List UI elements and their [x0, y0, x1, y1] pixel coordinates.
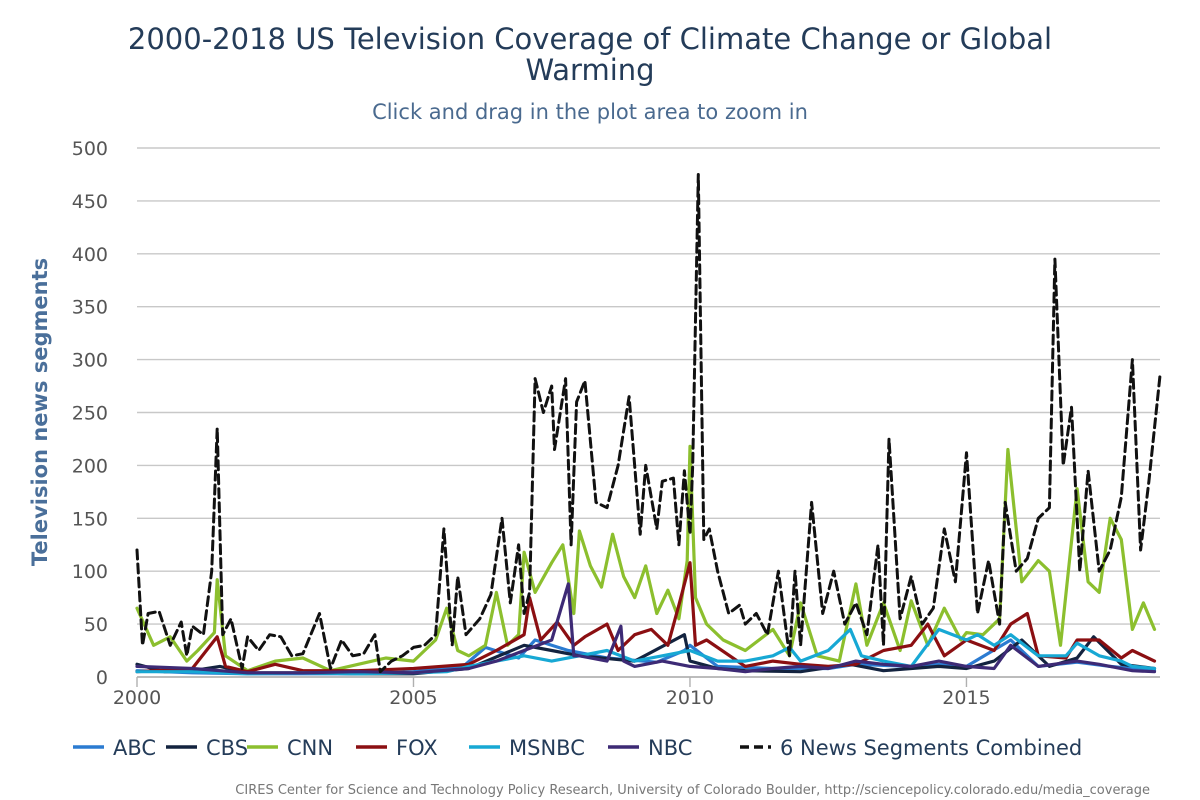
- x-tick-label: 2015: [942, 687, 990, 709]
- y-axis-ticks: 0 50 100 150 200 250 300 350 400 450 500: [72, 138, 108, 689]
- series-line-nbc[interactable]: [135, 582, 1157, 675]
- legend-label: ABC: [113, 736, 156, 760]
- credits-text[interactable]: CIRES Center for Science and Technology …: [235, 783, 1150, 798]
- legend-label: MSNBC: [509, 736, 585, 760]
- y-tick-label: 400: [72, 244, 108, 266]
- y-axis-label: Television news segments: [28, 258, 52, 566]
- chart-title-line-2: Warming: [525, 53, 654, 87]
- y-tick-label: 300: [72, 350, 108, 372]
- series-line-fox[interactable]: [135, 561, 1157, 674]
- legend: ABC CBS CNN FOX MSNBC NBC 6 News Segments Comb…: [73, 736, 1082, 760]
- y-tick-label: 450: [72, 191, 108, 213]
- legend-item-abc[interactable]: ABC: [73, 736, 156, 760]
- x-tick-label: 2000: [113, 687, 161, 709]
- legend-label: NBC: [648, 736, 692, 760]
- series-line-cnn[interactable]: [135, 444, 1157, 673]
- y-tick-label: 0: [96, 667, 108, 689]
- y-tick-label: 200: [72, 455, 108, 477]
- y-tick-label: 50: [84, 614, 108, 636]
- plot-area[interactable]: [135, 173, 1162, 676]
- x-tick-label: 2010: [666, 687, 714, 709]
- legend-label: 6 News Segments Combined: [780, 736, 1082, 760]
- legend-item-cbs[interactable]: CBS: [166, 736, 248, 760]
- legend-item-msnbc[interactable]: MSNBC: [469, 736, 585, 760]
- legend-item-nbc[interactable]: NBC: [608, 736, 692, 760]
- legend-item-cnn[interactable]: CNN: [247, 736, 333, 760]
- y-tick-label: 150: [72, 508, 108, 530]
- x-tick-label: 2005: [389, 687, 437, 709]
- series-line-6-news-segments-combined[interactable]: [135, 173, 1162, 674]
- legend-label: CBS: [206, 736, 248, 760]
- y-tick-label: 350: [72, 297, 108, 319]
- y-tick-label: 500: [72, 138, 108, 160]
- legend-item-6-news-segments-combined[interactable]: 6 News Segments Combined: [740, 736, 1082, 760]
- legend-label: FOX: [396, 736, 438, 760]
- legend-label: CNN: [287, 736, 333, 760]
- chart-subtitle: Click and drag in the plot area to zoom …: [372, 100, 808, 124]
- x-axis-ticks: 2000 2005 2010 2015: [113, 676, 1160, 709]
- grid-lines: [137, 147, 1160, 678]
- y-tick-label: 100: [72, 561, 108, 583]
- legend-item-fox[interactable]: FOX: [356, 736, 438, 760]
- chart-title-line-1: 2000-2018 US Television Coverage of Clim…: [128, 22, 1052, 56]
- y-tick-label: 250: [72, 403, 108, 425]
